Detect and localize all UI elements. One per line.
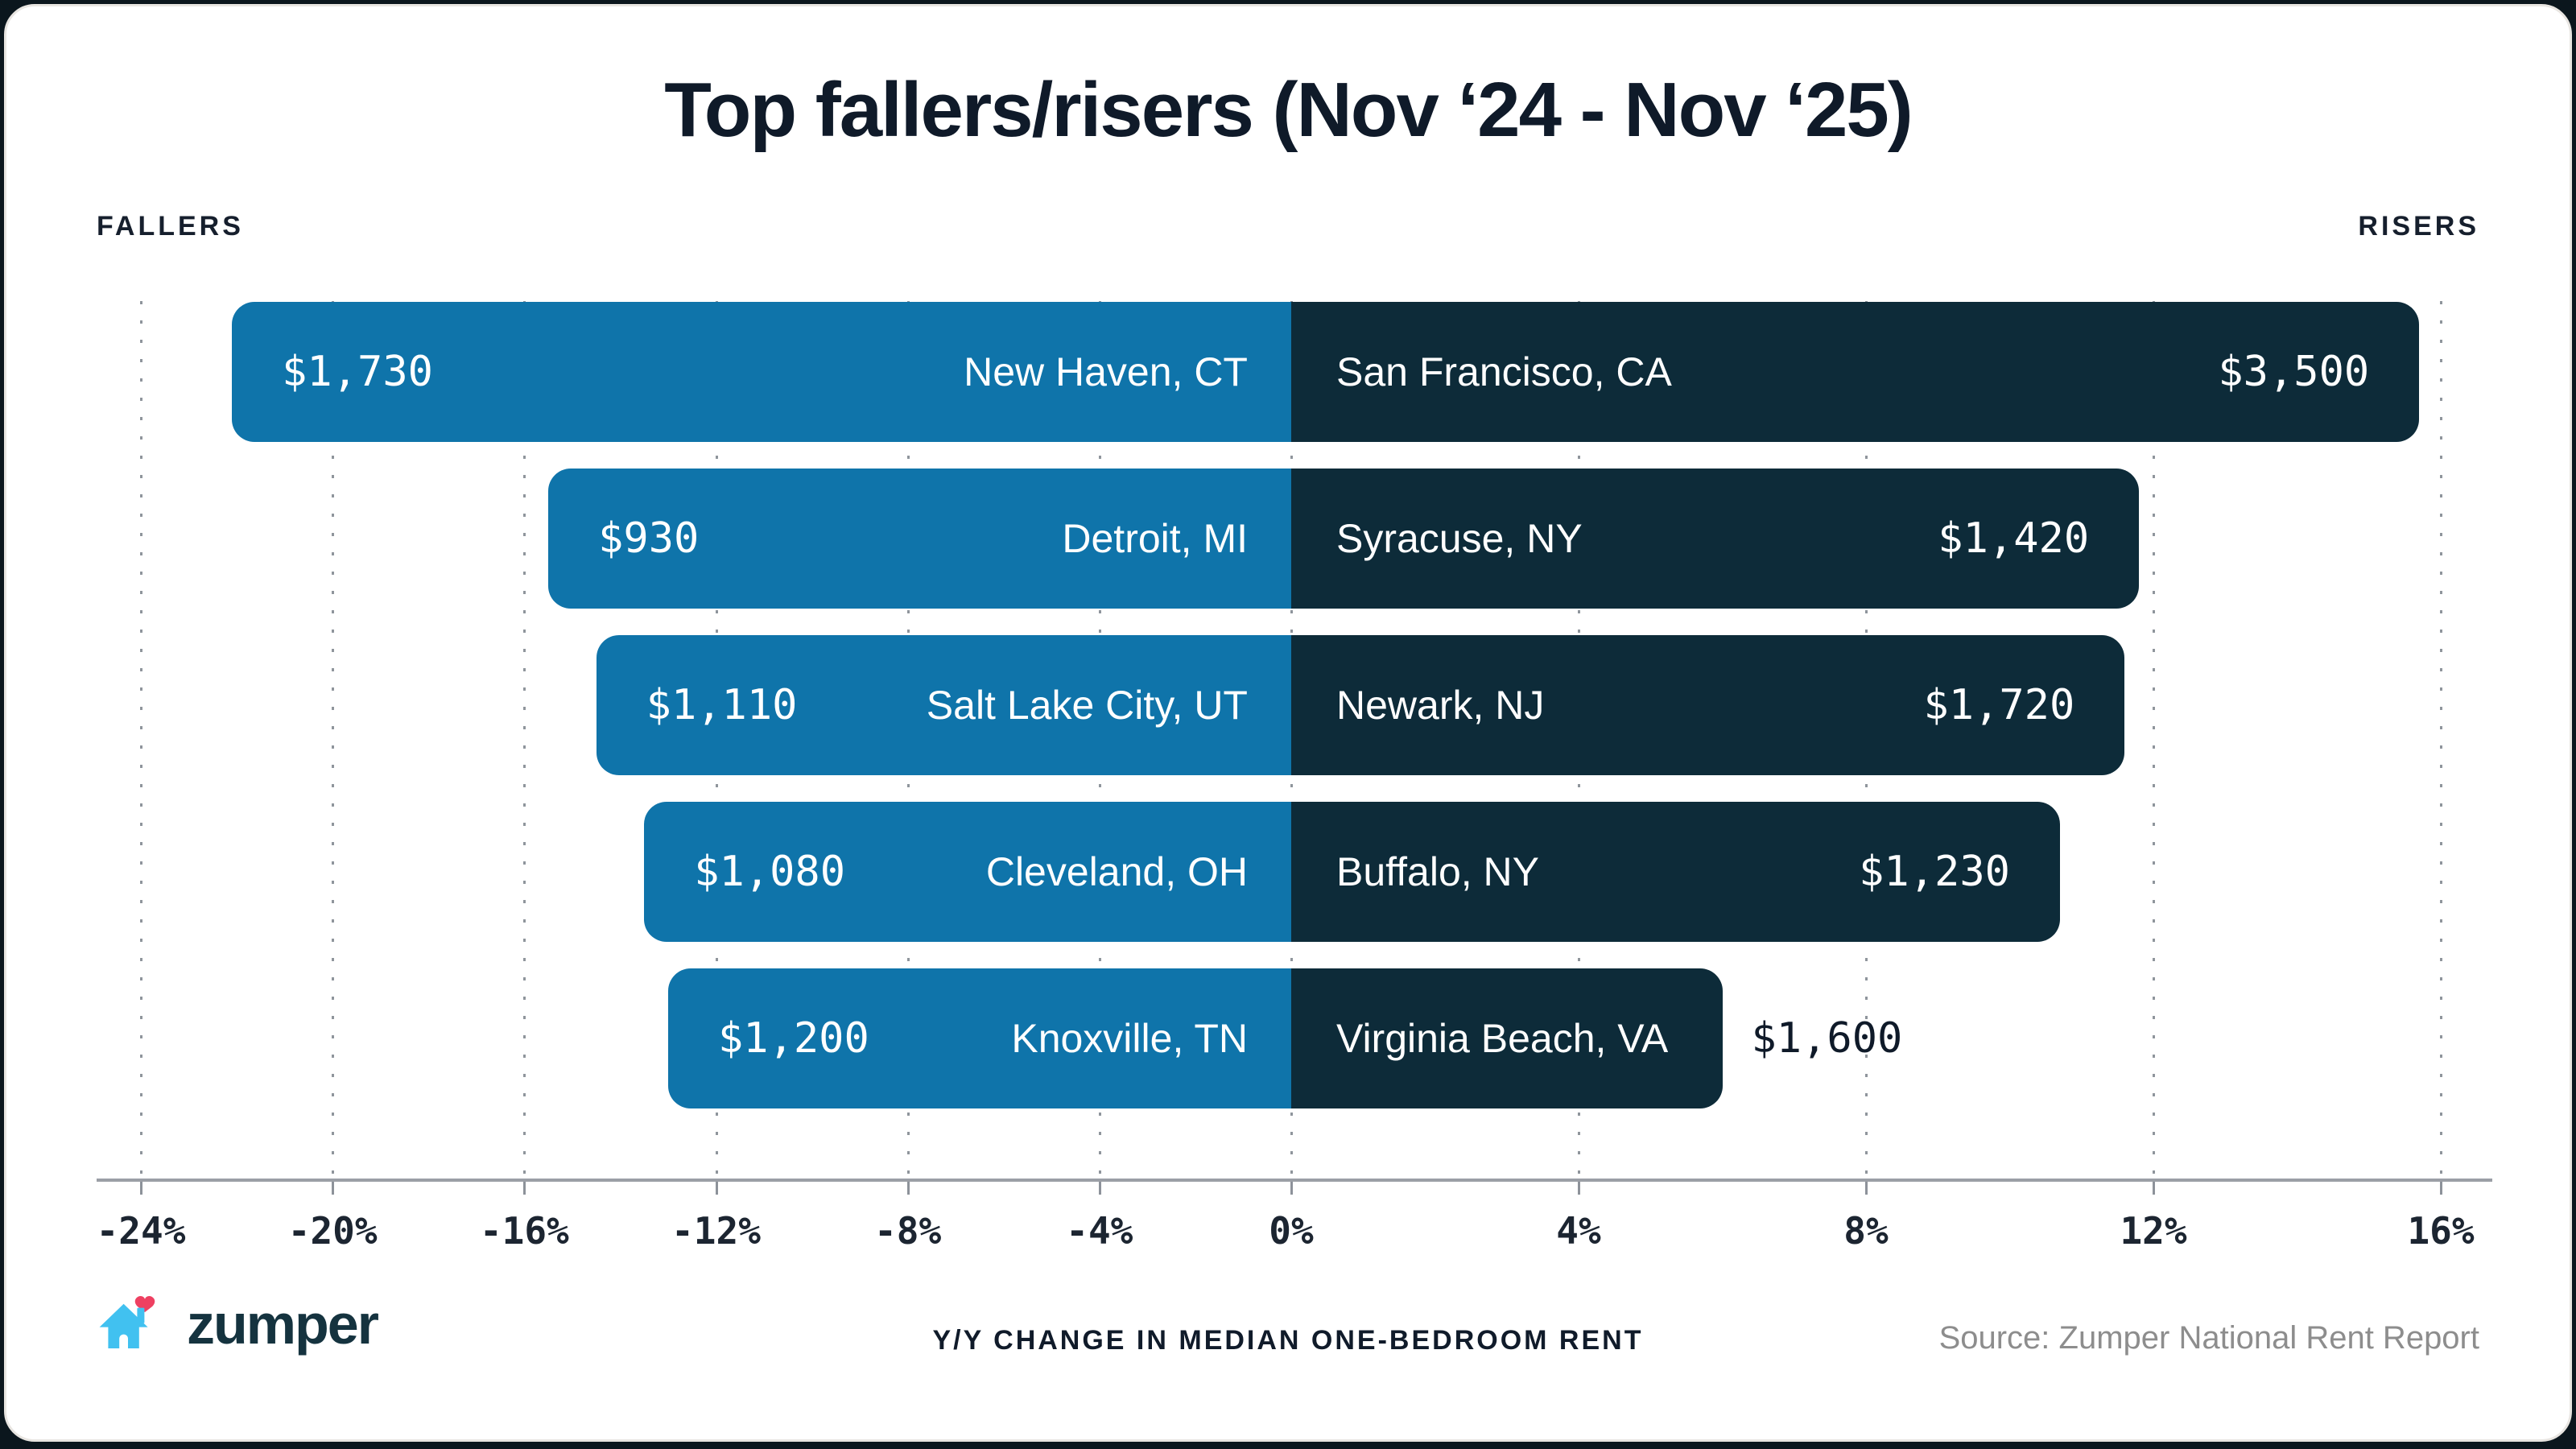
faller-rent-value: $930 <box>598 514 700 563</box>
faller-city-label: Detroit, MI <box>1062 516 1248 561</box>
zumper-wordmark: zumper <box>187 1293 379 1356</box>
x-axis-tick-mark <box>906 1182 910 1195</box>
x-axis-tick-label: 12% <box>2120 1209 2187 1253</box>
x-axis-tick-mark <box>1098 1182 1101 1195</box>
riser-rent-value: $1,230 <box>1859 848 2010 896</box>
riser-rent-value: $1,720 <box>1923 681 2075 729</box>
riser-city-label: Virginia Beach, VA <box>1336 1016 1669 1061</box>
x-axis-tick-mark <box>1578 1182 1580 1195</box>
faller-bar: $1,110 Salt Lake City, UT <box>596 635 1291 775</box>
x-axis-tick-label: -12% <box>671 1209 761 1253</box>
x-axis-tick-mark <box>523 1182 526 1195</box>
x-axis-tick-mark <box>332 1182 335 1195</box>
riser-bar: Virginia Beach, VA <box>1291 968 1723 1108</box>
faller-rent-value: $1,080 <box>694 848 846 896</box>
x-axis-tick-label: 8% <box>1843 1209 1889 1253</box>
x-axis-tick-mark <box>1865 1182 1868 1195</box>
chart-title: Top fallers/risers (Nov ‘24 - Nov ‘25) <box>664 67 1913 153</box>
gridline <box>2440 301 2442 1179</box>
faller-city-label: Salt Lake City, UT <box>926 683 1248 728</box>
x-axis-tick-mark <box>140 1182 142 1195</box>
x-axis-tick-label: -16% <box>479 1209 569 1253</box>
riser-city-label: Newark, NJ <box>1336 683 1545 728</box>
gridline <box>332 301 335 1179</box>
x-axis-tick-mark <box>715 1182 718 1195</box>
x-axis-tick-label: 16% <box>2407 1209 2475 1253</box>
riser-city-label: Buffalo, NY <box>1336 849 1540 894</box>
x-axis-tick-mark <box>1290 1182 1293 1195</box>
x-axis-tick-mark <box>2153 1182 2155 1195</box>
faller-bar: $930 Detroit, MI <box>548 469 1291 609</box>
riser-rent-value: $3,500 <box>2218 348 2370 396</box>
house-with-heart-icon <box>99 1295 155 1348</box>
gridline <box>140 301 142 1179</box>
fallers-header: FALLERS <box>97 211 244 242</box>
faller-rent-value: $1,110 <box>646 681 798 729</box>
x-axis-tick-mark <box>2440 1182 2442 1195</box>
riser-bar: San Francisco, CA $3,500 <box>1291 302 2420 442</box>
x-axis-line <box>97 1179 2492 1182</box>
faller-bar: $1,080 Cleveland, OH <box>644 802 1291 942</box>
riser-rent-value: $1,420 <box>1938 514 2090 563</box>
riser-rent-value: $1,600 <box>1751 1014 1903 1063</box>
faller-bar: $1,200 Knoxville, TN <box>667 968 1291 1108</box>
faller-city-label: Cleveland, OH <box>985 849 1248 894</box>
zumper-logo: zumper <box>97 1278 379 1370</box>
x-axis-tick-label: 0% <box>1269 1209 1314 1253</box>
gridline <box>2153 301 2155 1179</box>
plot-area: -24% -20% -16% -12% -8% -4% 0% 4% 8% 12% 16% $1,730… <box>6 6 2570 1439</box>
faller-rent-value: $1,730 <box>282 348 433 396</box>
chart-card: Top fallers/risers (Nov ‘24 - Nov ‘25) F… <box>4 4 2572 1442</box>
x-axis-tick-label: -8% <box>874 1209 942 1253</box>
x-axis-tick-label: -4% <box>1066 1209 1133 1253</box>
riser-bar: Buffalo, NY $1,230 <box>1291 802 2060 942</box>
risers-header: RISERS <box>2358 211 2479 242</box>
source-text: Source: Zumper National Rent Report <box>1938 1320 2479 1356</box>
riser-city-label: Syracuse, NY <box>1336 516 1583 561</box>
riser-city-label: San Francisco, CA <box>1336 349 1672 394</box>
gridline <box>523 301 526 1179</box>
faller-city-label: New Haven, CT <box>964 349 1248 394</box>
x-axis-tick-label: -24% <box>96 1209 186 1253</box>
x-axis-tick-label: 4% <box>1556 1209 1601 1253</box>
riser-bar: Syracuse, NY $1,420 <box>1291 469 2140 609</box>
faller-city-label: Knoxville, TN <box>1011 1016 1248 1061</box>
faller-rent-value: $1,200 <box>717 1014 869 1063</box>
x-axis-tick-label: -20% <box>287 1209 378 1253</box>
faller-bar: $1,730 New Haven, CT <box>232 302 1291 442</box>
riser-bar: Newark, NJ $1,720 <box>1291 635 2125 775</box>
x-axis-caption: Y/Y CHANGE IN MEDIAN ONE-BEDROOM RENT <box>932 1325 1644 1356</box>
